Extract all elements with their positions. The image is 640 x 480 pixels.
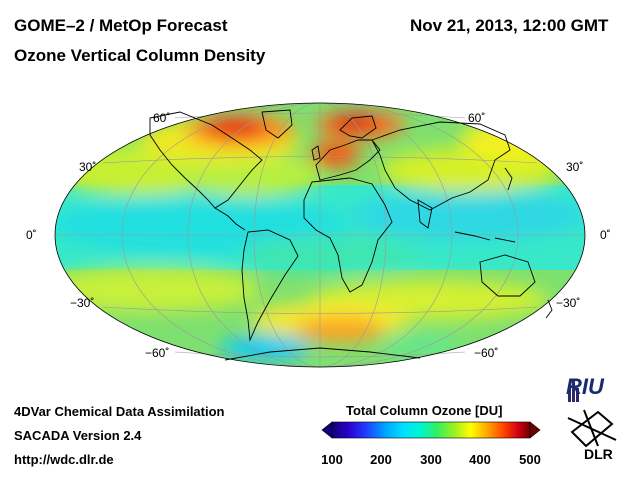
- lat-label-right-60: 60˚: [468, 111, 486, 125]
- lat-label-left-0: 0˚: [26, 228, 37, 242]
- footer-url-link[interactable]: http://wdc.dlr.de: [14, 452, 114, 467]
- lat-label-left-60: 60˚: [153, 111, 171, 125]
- footer-version-label: SACADA Version 2.4: [14, 428, 142, 443]
- colorbar-tick-100: 100: [321, 452, 343, 467]
- footer-assimilation-label: 4DVar Chemical Data Assimilation: [14, 404, 225, 419]
- colorbar-title: Total Column Ozone [DU]: [346, 403, 503, 418]
- colorbar-high-extension: [529, 421, 541, 439]
- colorbar-tick-300: 300: [420, 452, 442, 467]
- lat-label-right-minus30: −30˚: [556, 296, 581, 310]
- lat-label-right-30: 30˚: [566, 160, 584, 174]
- dlr-logo-text: DLR: [584, 446, 613, 462]
- lat-label-left-minus60: −60˚: [145, 346, 170, 360]
- forecast-datetime: Nov 21, 2013, 12:00 GMT: [410, 16, 609, 35]
- riu-logo-icon: [568, 380, 579, 402]
- dlr-logo-icon: [567, 409, 617, 448]
- colorbar-tick-400: 400: [469, 452, 491, 467]
- lat-label-right-minus60: −60˚: [474, 346, 499, 360]
- lat-label-left-minus30: −30˚: [70, 296, 95, 310]
- colorbar: [321, 421, 541, 439]
- quantity-title: Ozone Vertical Column Density: [14, 46, 266, 65]
- product-title: GOME–2 / MetOp Forecast: [14, 16, 228, 35]
- riu-logo-text: RIU: [566, 374, 604, 399]
- colorbar-low-extension: [321, 421, 333, 439]
- colorbar-tick-200: 200: [370, 452, 392, 467]
- lat-label-right-0: 0˚: [600, 228, 611, 242]
- colorbar-tick-500: 500: [519, 452, 541, 467]
- lat-label-left-30: 30˚: [79, 160, 97, 174]
- globe-outline: [54, 102, 586, 368]
